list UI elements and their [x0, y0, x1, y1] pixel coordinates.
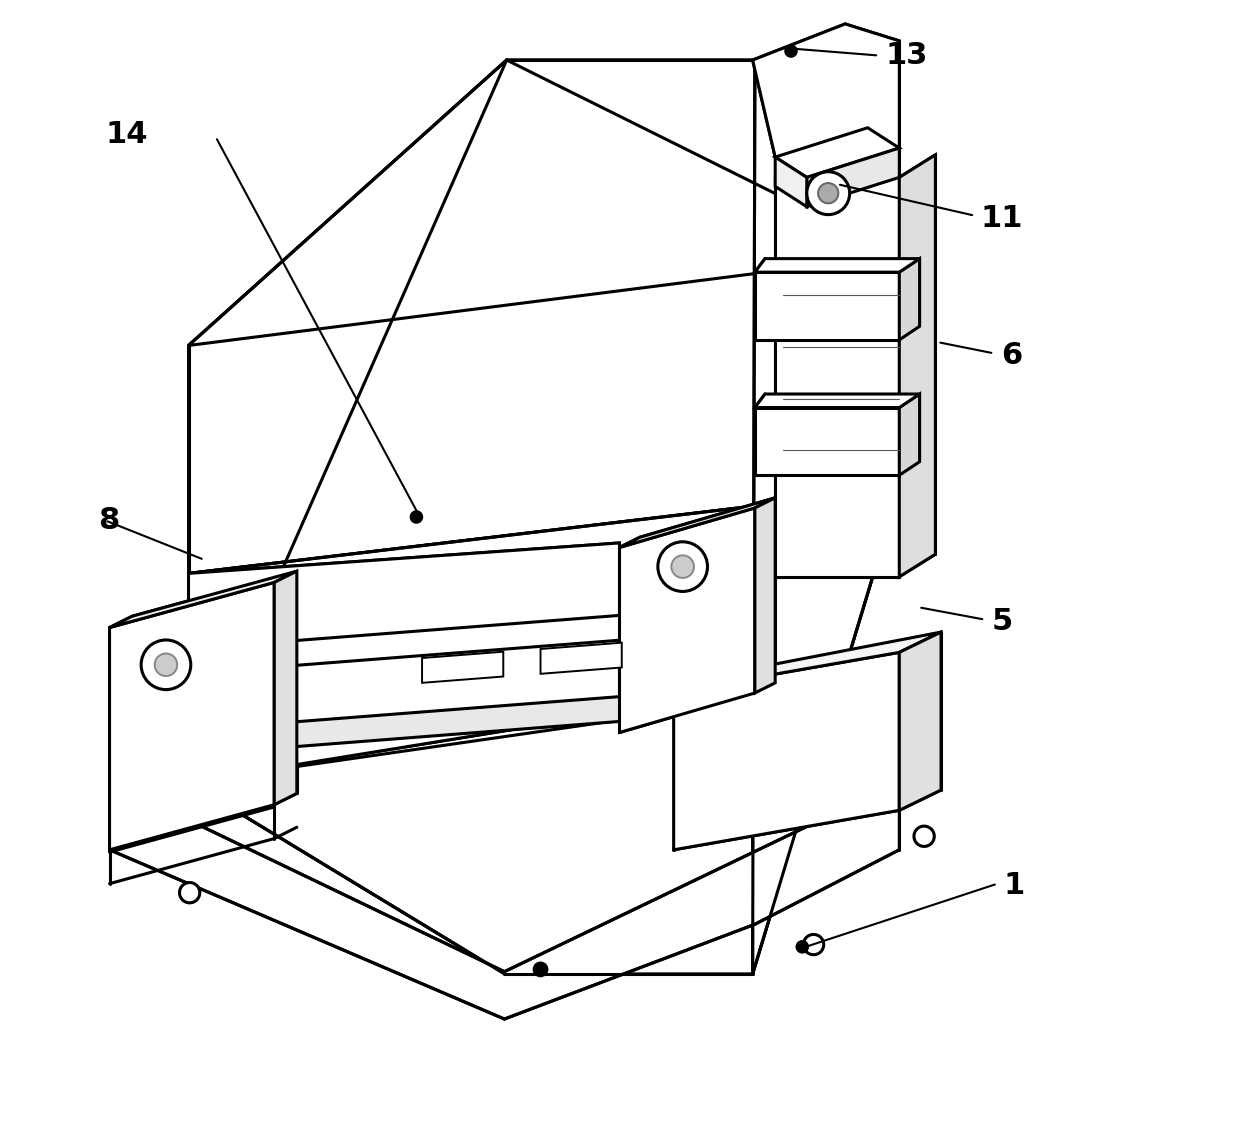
Polygon shape: [755, 407, 900, 475]
Polygon shape: [109, 571, 297, 628]
Polygon shape: [620, 508, 755, 733]
Polygon shape: [540, 642, 622, 674]
Circle shape: [784, 44, 798, 58]
Circle shape: [818, 183, 839, 204]
Text: 13: 13: [886, 41, 928, 70]
Text: 8: 8: [98, 506, 119, 535]
Polygon shape: [620, 498, 776, 547]
Polygon shape: [188, 60, 900, 573]
Text: 6: 6: [1001, 342, 1022, 370]
Polygon shape: [755, 498, 776, 693]
Polygon shape: [752, 24, 900, 256]
Circle shape: [914, 826, 934, 846]
Polygon shape: [188, 701, 752, 974]
Circle shape: [658, 542, 707, 592]
Polygon shape: [755, 259, 919, 273]
Polygon shape: [752, 60, 900, 974]
Polygon shape: [776, 128, 900, 178]
Polygon shape: [900, 632, 942, 810]
Polygon shape: [274, 690, 710, 749]
Polygon shape: [422, 651, 503, 683]
Polygon shape: [776, 157, 807, 207]
Polygon shape: [188, 489, 900, 974]
Polygon shape: [807, 148, 900, 207]
Circle shape: [155, 654, 177, 676]
Polygon shape: [109, 582, 274, 849]
Polygon shape: [188, 60, 900, 345]
Circle shape: [141, 640, 191, 690]
Circle shape: [803, 934, 824, 955]
Circle shape: [180, 882, 199, 903]
Circle shape: [410, 510, 424, 524]
Text: 14: 14: [105, 120, 147, 149]
Polygon shape: [900, 155, 935, 577]
Circle shape: [533, 961, 549, 977]
Polygon shape: [188, 543, 620, 783]
Polygon shape: [674, 653, 900, 849]
Polygon shape: [900, 259, 919, 339]
Polygon shape: [109, 783, 900, 1019]
Polygon shape: [755, 273, 900, 339]
Polygon shape: [274, 608, 710, 667]
Polygon shape: [755, 394, 919, 407]
Circle shape: [795, 940, 809, 953]
Circle shape: [807, 172, 850, 215]
Text: 1: 1: [1004, 871, 1025, 900]
Polygon shape: [900, 394, 919, 475]
Text: 11: 11: [980, 204, 1023, 233]
Polygon shape: [674, 632, 942, 692]
Polygon shape: [274, 571, 297, 804]
Polygon shape: [776, 178, 900, 577]
Circle shape: [672, 555, 694, 578]
Text: 5: 5: [991, 607, 1014, 637]
